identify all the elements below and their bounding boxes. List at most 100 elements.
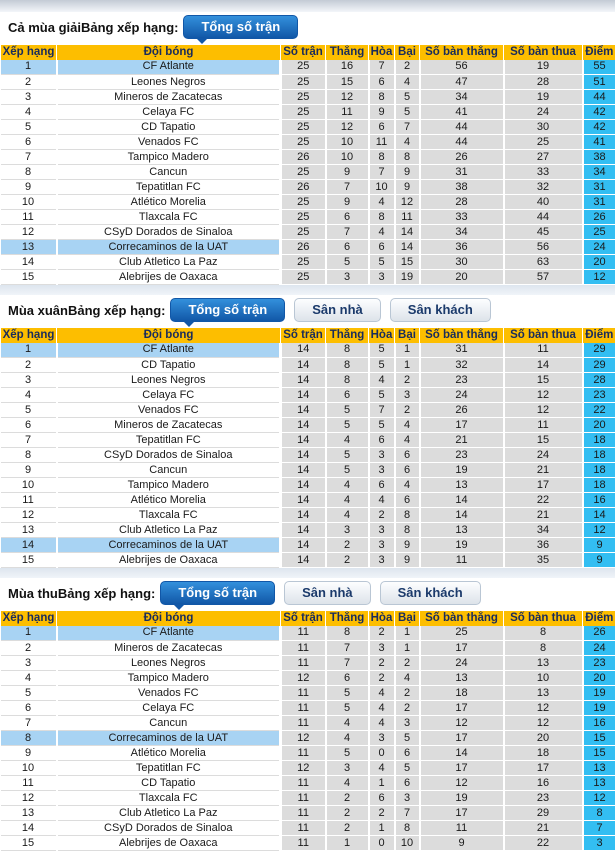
rank-cell: 11 bbox=[0, 209, 57, 225]
goals-for-cell: 12 bbox=[418, 775, 504, 791]
rank-cell: 5 bbox=[0, 119, 57, 135]
drawn-cell: 1 bbox=[367, 775, 395, 791]
lost-cell: 10 bbox=[393, 835, 420, 851]
lost-cell: 7 bbox=[393, 119, 420, 135]
season-tab[interactable]: Sân nhà bbox=[294, 298, 381, 322]
team-cell: Tepatitlan FC bbox=[55, 760, 281, 776]
team-cell: CD Tapatio bbox=[55, 775, 281, 791]
rank-cell: 14 bbox=[0, 537, 57, 553]
rank-cell: 12 bbox=[0, 224, 57, 240]
goals-against-cell: 29 bbox=[502, 805, 583, 821]
points-cell: 28 bbox=[581, 372, 615, 388]
table-row: 4 Celaya FC 14 6 5 3 24 12 23 bbox=[0, 387, 615, 403]
goals-against-cell: 10 bbox=[502, 670, 583, 686]
tab-bar: Tổng số trận bbox=[183, 15, 299, 44]
goals-against-cell: 12 bbox=[502, 700, 583, 716]
drawn-cell: 1 bbox=[367, 820, 395, 836]
played-cell: 14 bbox=[279, 462, 326, 478]
tab-bar: Tổng số trận Sân nhà Sân khách bbox=[160, 581, 481, 610]
played-cell: 25 bbox=[279, 104, 326, 120]
drawn-cell: 8 bbox=[367, 89, 395, 105]
played-cell: 14 bbox=[279, 432, 326, 448]
played-cell: 25 bbox=[279, 74, 326, 90]
goals-against-cell: 57 bbox=[502, 269, 583, 285]
team-cell: Tlaxcala FC bbox=[55, 790, 281, 806]
team-cell: Mineros de Zacatecas bbox=[55, 89, 281, 105]
lost-cell: 6 bbox=[393, 462, 420, 478]
played-cell: 12 bbox=[279, 670, 326, 686]
rank-cell: 6 bbox=[0, 700, 57, 716]
drawn-cell: 4 bbox=[367, 194, 395, 210]
points-cell: 42 bbox=[581, 119, 615, 135]
points-cell: 16 bbox=[581, 715, 615, 731]
points-cell: 13 bbox=[581, 760, 615, 776]
drawn-cell: 3 bbox=[367, 447, 395, 463]
drawn-cell: 5 bbox=[367, 254, 395, 270]
rank-cell: 5 bbox=[0, 685, 57, 701]
goals-against-cell: 34 bbox=[502, 522, 583, 538]
goals-against-cell: 21 bbox=[502, 820, 583, 836]
goals-for-cell: 31 bbox=[418, 164, 504, 180]
won-cell: 8 bbox=[324, 357, 369, 373]
table-row: 6 Mineros de Zacatecas 14 5 5 4 17 11 20 bbox=[0, 417, 615, 433]
season-tab[interactable]: Tổng số trận bbox=[170, 298, 286, 327]
table-row: 15 Alebrijes de Oaxaca 11 1 0 10 9 22 3 bbox=[0, 835, 615, 851]
points-cell: 15 bbox=[581, 730, 615, 746]
team-cell: Tlaxcala FC bbox=[55, 209, 281, 225]
points-cell: 23 bbox=[581, 387, 615, 403]
drawn-cell: 9 bbox=[367, 104, 395, 120]
table-row: 3 Leones Negros 14 8 4 2 23 15 28 bbox=[0, 372, 615, 388]
goals-for-cell: 34 bbox=[418, 224, 504, 240]
won-cell: 4 bbox=[324, 775, 369, 791]
lost-cell: 6 bbox=[393, 492, 420, 508]
column-header: Thắng bbox=[325, 327, 369, 343]
table-row: 8 Cancun 25 9 7 9 31 33 34 bbox=[0, 164, 615, 180]
drawn-cell: 2 bbox=[367, 670, 395, 686]
section-autumn: Mùa thu Bảng xếp hạng: Tổng số trận Sân nh… bbox=[0, 578, 615, 851]
table-row: 10 Tampico Madero 14 4 6 4 13 17 18 bbox=[0, 477, 615, 493]
season-tab[interactable]: Tổng số trận bbox=[160, 581, 276, 610]
season-tab[interactable]: Sân khách bbox=[389, 298, 491, 322]
drawn-cell: 6 bbox=[367, 119, 395, 135]
points-cell: 9 bbox=[581, 537, 615, 553]
won-cell: 3 bbox=[324, 269, 369, 285]
won-cell: 5 bbox=[324, 447, 369, 463]
team-cell: Club Atletico La Paz bbox=[55, 254, 281, 270]
table-row: 8 CSyD Dorados de Sinaloa 14 5 3 6 23 24… bbox=[0, 447, 615, 463]
goals-for-cell: 44 bbox=[418, 119, 504, 135]
points-cell: 24 bbox=[581, 640, 615, 656]
table-row: 5 CD Tapatio 25 12 6 7 44 30 42 bbox=[0, 119, 615, 135]
table-row: 10 Atlético Morelia 25 9 4 12 28 40 31 bbox=[0, 194, 615, 210]
drawn-cell: 3 bbox=[367, 552, 395, 568]
lost-cell: 1 bbox=[393, 625, 420, 641]
table-row: 13 Correcaminos de la UAT 26 6 6 14 36 5… bbox=[0, 239, 615, 255]
column-header: Thắng bbox=[325, 610, 369, 626]
season-tab[interactable]: Sân nhà bbox=[284, 581, 371, 605]
table-body: 1 CF Atlante 14 8 5 1 31 11 29 2 CD Tapa… bbox=[0, 342, 615, 568]
section-whole-season: Cả mùa giải Bảng xếp hạng: Tổng số trận X… bbox=[0, 12, 615, 285]
table-row: 15 Alebrijes de Oaxaca 14 2 3 9 11 35 9 bbox=[0, 552, 615, 568]
goals-against-cell: 27 bbox=[502, 149, 583, 165]
won-cell: 5 bbox=[324, 685, 369, 701]
played-cell: 25 bbox=[279, 59, 326, 75]
rank-cell: 14 bbox=[0, 254, 57, 270]
lost-cell: 11 bbox=[393, 209, 420, 225]
lost-cell: 2 bbox=[393, 685, 420, 701]
table-row: 13 Club Atletico La Paz 11 2 2 7 17 29 8 bbox=[0, 805, 615, 821]
lost-cell: 2 bbox=[393, 402, 420, 418]
table-row: 8 Correcaminos de la UAT 12 4 3 5 17 20 … bbox=[0, 730, 615, 746]
table-row: 1 CF Atlante 11 8 2 1 25 8 26 bbox=[0, 625, 615, 641]
goals-against-cell: 40 bbox=[502, 194, 583, 210]
goals-against-cell: 19 bbox=[502, 59, 583, 75]
drawn-cell: 5 bbox=[367, 342, 395, 358]
lost-cell: 3 bbox=[393, 790, 420, 806]
drawn-cell: 2 bbox=[367, 625, 395, 641]
played-cell: 14 bbox=[279, 357, 326, 373]
season-tab[interactable]: Sân khách bbox=[379, 581, 481, 605]
team-cell: Mineros de Zacatecas bbox=[55, 417, 281, 433]
goals-for-cell: 17 bbox=[418, 417, 504, 433]
standings-table: Xếp hạng Đội bóng Số trận Thắng Hòa Bại Số bàn… bbox=[0, 327, 615, 568]
goals-for-cell: 17 bbox=[418, 640, 504, 656]
season-tab[interactable]: Tổng số trận bbox=[183, 15, 299, 44]
goals-against-cell: 24 bbox=[502, 447, 583, 463]
